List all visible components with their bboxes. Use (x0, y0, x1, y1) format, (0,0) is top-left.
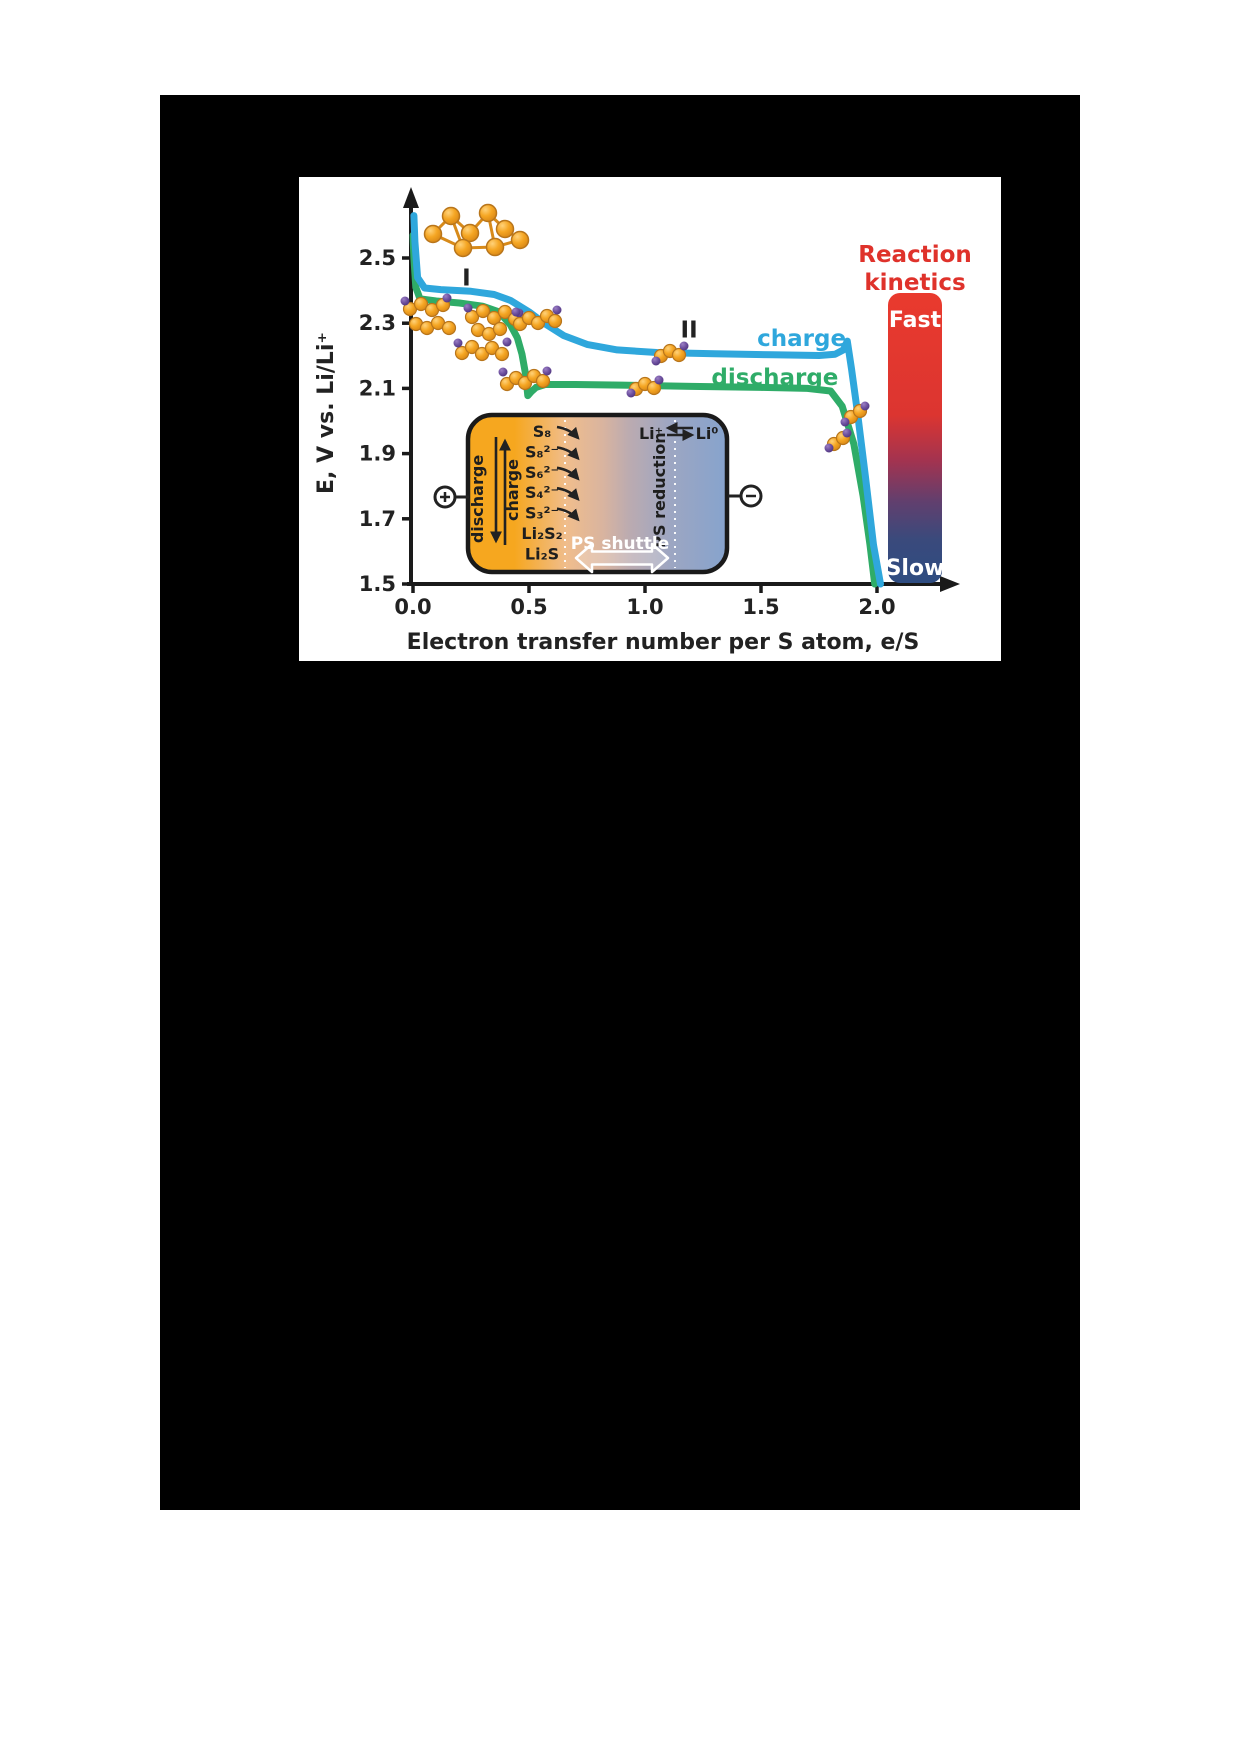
inset-species-label: S₈²⁻ (525, 442, 559, 461)
x-axis-title: Electron transfer number per S atom, e/S (407, 630, 920, 655)
curve-charge (410, 212, 884, 588)
molecule-short-polysulfide (626, 375, 664, 398)
x-tick-label: 1.0 (626, 595, 663, 619)
species-reduction-arrow-icon (556, 486, 580, 501)
x-tick-label: 0.5 (510, 595, 547, 619)
colorbar-gradient (888, 293, 942, 583)
axes (403, 187, 960, 592)
y-tick-label: 2.1 (359, 376, 396, 400)
x-axis-arrow-icon (940, 576, 960, 592)
molecule-short-polysulfide (651, 341, 689, 366)
ps-shuttle-double-arrow-icon (574, 542, 670, 574)
inset-species-label: S₈ (533, 422, 552, 441)
x-tick-label: 2.0 (858, 595, 895, 619)
species-reduction-arrow-icon (556, 466, 580, 481)
y-tick-label: 2.3 (359, 311, 396, 335)
y-axis-arrow-icon (403, 187, 419, 208)
annotation-I: I (462, 266, 471, 292)
species-reduction-arrow-icon (556, 446, 580, 461)
molecule-polysulfide-chain (511, 305, 563, 332)
molecule-li2s-cluster (840, 401, 870, 427)
y-tick-label: 1.5 (359, 572, 396, 596)
inset-charge-label: charge (503, 459, 522, 521)
inset-species-label: S₃²⁻ (525, 504, 559, 523)
negative-electrode-icon (728, 484, 763, 508)
ps-reduction-label: PS reduction (650, 432, 669, 547)
reaction-kinetics-colorbar: Reaction kinetics Fast Slow (858, 242, 972, 583)
colorbar-fast-label: Fast (889, 308, 942, 333)
figure-background: 2.5 2.3 2.1 1.9 1.7 1.5 0.0 0.5 1.0 1.5 2.0 Elect… (160, 95, 1080, 1510)
x-tick-label: 0.0 (394, 595, 431, 619)
annotation-II: II (681, 318, 698, 344)
voltage-profile-chart: 2.5 2.3 2.1 1.9 1.7 1.5 0.0 0.5 1.0 1.5 2.0 Elect… (314, 187, 972, 655)
molecule-polysulfide-chain (400, 293, 457, 336)
annotation-charge: charge (757, 326, 846, 352)
annotation-discharge: discharge (711, 365, 838, 391)
molecule-s8-crown-ring (423, 203, 530, 258)
y-ticks: 2.5 2.3 2.1 1.9 1.7 1.5 (359, 246, 411, 596)
species-reduction-arrow-icon (556, 425, 580, 440)
x-ticks: 0.0 0.5 1.0 1.5 2.0 (394, 584, 896, 619)
colorbar-title-line1: Reaction (858, 242, 972, 268)
inset-species-label: Li₂S₂ (521, 524, 562, 543)
colorbar-slow-label: Slow (886, 556, 945, 581)
inset-discharge-label: discharge (468, 455, 487, 543)
species-reduction-arrow-icon (556, 507, 580, 522)
y-tick-label: 1.9 (359, 442, 396, 466)
inset-species-label: Li₂S (525, 544, 559, 563)
x-tick-label: 1.5 (742, 595, 779, 619)
inset-species-label: S₆²⁻ (525, 463, 559, 482)
inset-species-label: S₄²⁻ (525, 483, 559, 502)
figure-panel: 2.5 2.3 2.1 1.9 1.7 1.5 0.0 0.5 1.0 1.5 2.0 Elect… (299, 177, 1001, 661)
y-axis-title: E, V vs. Li/Li⁺ (314, 332, 339, 494)
molecule-li2s-cluster (824, 428, 852, 453)
colorbar-title-line2: kinetics (864, 270, 965, 296)
molecule-polysulfide-chain (453, 337, 512, 362)
y-tick-label: 2.5 (359, 246, 396, 270)
li-zero-label: Li⁰ (696, 424, 719, 443)
molecule-polysulfide-chain (498, 366, 552, 392)
y-tick-label: 1.7 (359, 507, 396, 531)
positive-electrode-icon (433, 485, 469, 509)
ps-shuttle-label: PS shuttle (571, 534, 670, 554)
li-plus-label: Li⁺ (639, 424, 663, 443)
cell-box (465, 412, 730, 575)
